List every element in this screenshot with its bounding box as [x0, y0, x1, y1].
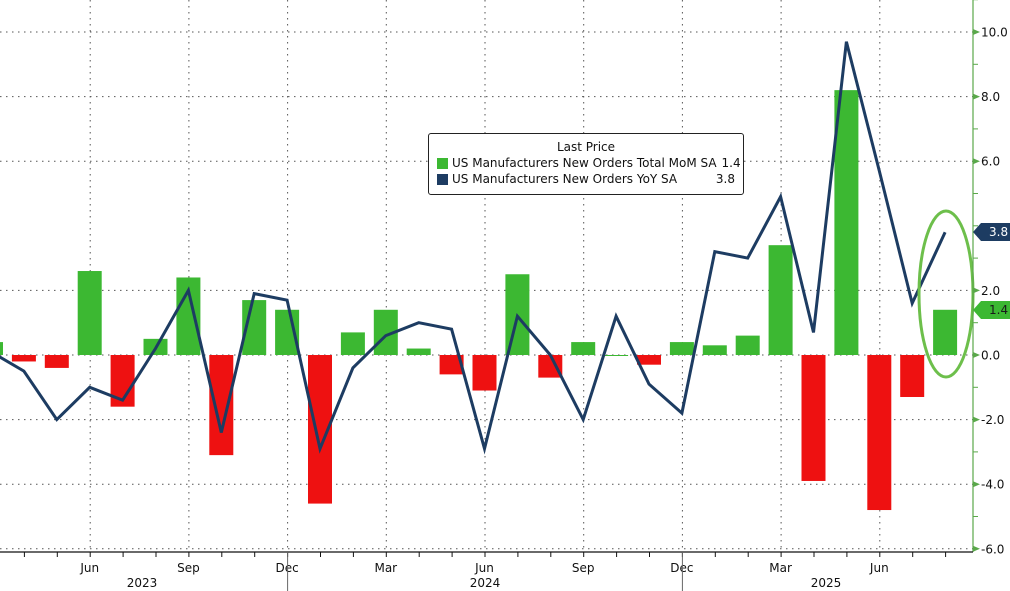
bar-mom	[472, 355, 497, 391]
bar-mom	[735, 335, 760, 355]
y-tick-arrow-icon	[973, 29, 980, 35]
legend-label: US Manufacturers New Orders YoY SA	[452, 172, 678, 186]
y-tick-label: 0.0	[981, 349, 1000, 363]
x-month-label: Mar	[374, 561, 397, 575]
y-tick-arrow-icon	[973, 352, 980, 358]
bar-mom	[768, 245, 793, 355]
y-tick-label: 8.0	[981, 90, 1000, 104]
bar-mom	[669, 342, 694, 355]
last-value-tag-mom: 1.4	[973, 300, 1010, 319]
bar-mom	[867, 355, 892, 511]
x-month-label: Sep	[572, 561, 595, 575]
bar-mom	[406, 348, 431, 355]
y-tick-arrow-icon	[973, 287, 980, 294]
bar-mom	[801, 355, 826, 481]
bar-mom	[439, 355, 464, 375]
line-yoy	[0, 41, 947, 455]
legend-label: US Manufacturers New Orders Total MoM SA	[452, 156, 717, 170]
y-tick-label: -6.0	[981, 542, 1004, 556]
bar-mom	[604, 355, 629, 356]
legend-title: Last Price	[556, 140, 616, 154]
y-tick-label: -4.0	[981, 478, 1004, 492]
bar-mom	[538, 355, 563, 378]
x-year-label: 2024	[470, 576, 501, 590]
bar-mom	[0, 342, 3, 355]
y-tick-arrow-icon	[973, 158, 980, 165]
bar-mom	[834, 90, 859, 355]
bar-mom	[900, 355, 925, 397]
x-month-label: Jun	[869, 561, 889, 575]
y-tick-label: -2.0	[981, 413, 1004, 427]
y-tick-label: 2.0	[981, 284, 1000, 298]
bar-mom	[340, 332, 365, 355]
bar-mom	[637, 355, 661, 365]
bar-mom	[209, 355, 234, 456]
bar-mom	[11, 355, 36, 362]
bar-mom	[933, 309, 958, 355]
legend-value: 1.4	[721, 156, 741, 170]
x-year-label: 2023	[127, 576, 158, 590]
green-bar-swatch-icon	[437, 157, 448, 169]
y-tick-label: 6.0	[981, 155, 1000, 169]
chart-legend: Last Price US Manufacturers New Orders T…	[428, 133, 744, 195]
navy-line-swatch-icon	[437, 173, 448, 185]
x-year-label: 2025	[811, 576, 842, 590]
bar-mom	[571, 342, 596, 355]
y-tick-label: 10.0	[981, 26, 1008, 40]
y-tick-arrow-icon	[973, 545, 980, 552]
y-tick-arrow-icon	[973, 481, 980, 488]
bar-mom	[702, 345, 727, 355]
y-tick-arrow-icon	[973, 93, 980, 100]
x-month-label: Jun	[79, 561, 99, 575]
last-value-tag-yoy: 3.8	[973, 223, 1010, 242]
legend-entry-mom: US Manufacturers New Orders Total MoM SA…	[437, 155, 741, 171]
legend-entry-yoy: US Manufacturers New Orders YoY SA 3.8	[437, 171, 735, 187]
y-tick-arrow-icon	[973, 416, 980, 423]
x-month-label: Sep	[177, 561, 200, 575]
legend-value: 3.8	[715, 172, 735, 186]
x-month-label: Jun	[474, 561, 494, 575]
bar-mom	[77, 271, 102, 355]
x-month-label: Mar	[769, 561, 792, 575]
bar-mom	[44, 355, 69, 368]
